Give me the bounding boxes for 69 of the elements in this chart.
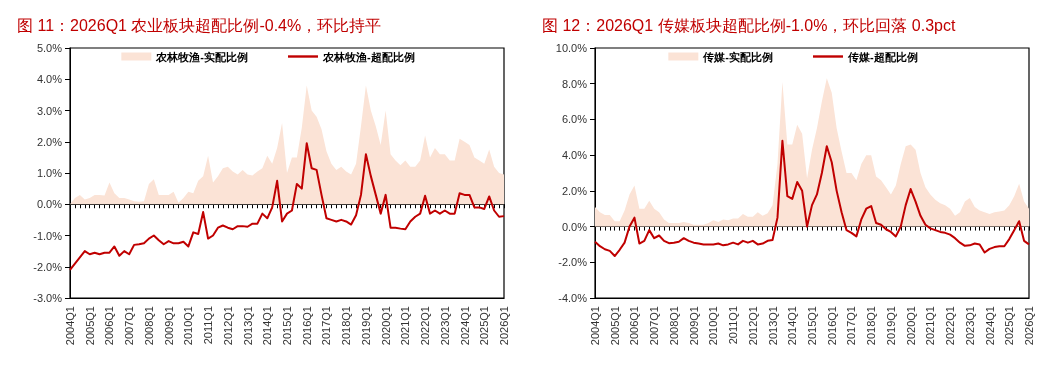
x-tick-label: 2013Q1 xyxy=(766,306,779,346)
legend-label: 农林牧渔-实配比例 xyxy=(155,50,249,63)
y-tick-label: -2.0% xyxy=(33,260,63,273)
x-tick-label: 2006Q1 xyxy=(103,306,116,346)
x-tick-label: 2007Q1 xyxy=(123,306,136,346)
x-tick-label: 2005Q1 xyxy=(608,306,621,346)
x-tick-label: 2018Q1 xyxy=(340,306,353,346)
y-tick-label: -4.0% xyxy=(558,292,588,304)
y-tick-label: -3.0% xyxy=(33,292,63,304)
y-tick-label: 1.0% xyxy=(36,167,63,179)
y-tick-label: 8.0% xyxy=(561,77,588,90)
x-tick-label: 2025Q1 xyxy=(1003,306,1016,346)
x-tick-label: 2016Q1 xyxy=(300,306,313,346)
x-tick-label: 2010Q1 xyxy=(182,306,195,346)
x-tick-label: 2024Q1 xyxy=(458,306,471,346)
y-tick-label: 0.0% xyxy=(36,198,63,211)
x-tick-label: 2015Q1 xyxy=(281,306,293,346)
x-tick-label: 2011Q1 xyxy=(202,306,215,345)
y-tick-label: 2.0% xyxy=(561,184,588,197)
x-tick-label: 2004Q1 xyxy=(64,306,76,346)
x-tick-label: 2021Q1 xyxy=(924,306,937,346)
x-tick-label: 2008Q1 xyxy=(142,306,155,346)
y-tick-label: -2.0% xyxy=(558,256,588,269)
x-tick-label: 2006Q1 xyxy=(628,306,641,346)
x-tick-label: 2007Q1 xyxy=(648,306,661,346)
x-tick-label: 2022Q1 xyxy=(944,306,957,346)
x-tick-label: 2009Q1 xyxy=(687,306,700,346)
x-tick-label: 2008Q1 xyxy=(667,306,680,346)
x-tick-label: 2018Q1 xyxy=(865,306,878,346)
x-tick-label: 2023Q1 xyxy=(963,306,976,346)
x-tick-label: 2026Q1 xyxy=(498,306,510,346)
x-tick-label: 2004Q1 xyxy=(589,306,601,346)
y-tick-label: 0.0% xyxy=(561,220,588,233)
x-tick-label: 2005Q1 xyxy=(83,306,96,346)
x-tick-label: 2013Q1 xyxy=(241,306,254,346)
y-tick-label: 10.0% xyxy=(555,42,588,54)
x-tick-label: 2019Q1 xyxy=(359,306,372,346)
y-tick-label: 4.0% xyxy=(561,149,588,162)
chart-title: 图 12：2026Q1 传媒板块超配比例-1.0%，环比回落 0.3pct xyxy=(542,16,957,34)
legend-label: 农林牧渔-超配比例 xyxy=(322,50,415,63)
x-tick-label: 2012Q1 xyxy=(746,306,759,346)
y-tick-label: 5.0% xyxy=(36,42,63,54)
x-tick-label: 2025Q1 xyxy=(478,306,491,346)
y-tick-label: 2.0% xyxy=(36,135,63,148)
x-tick-label: 2020Q1 xyxy=(904,306,917,346)
x-tick-label: 2019Q1 xyxy=(884,306,897,346)
x-tick-label: 2010Q1 xyxy=(707,306,720,346)
x-tick-label: 2026Q1 xyxy=(1023,306,1035,346)
x-tick-label: 2017Q1 xyxy=(845,306,858,346)
x-tick-label: 2017Q1 xyxy=(320,306,333,346)
y-tick-label: 3.0% xyxy=(36,104,63,117)
x-tick-label: 2021Q1 xyxy=(399,306,412,346)
y-tick-label: 6.0% xyxy=(561,113,588,126)
x-tick-label: 2020Q1 xyxy=(379,306,392,346)
x-tick-label: 2023Q1 xyxy=(438,306,451,346)
x-tick-label: 2014Q1 xyxy=(261,306,274,346)
x-tick-label: 2014Q1 xyxy=(786,306,799,346)
x-tick-label: 2015Q1 xyxy=(806,306,818,346)
y-tick-label: -1.0% xyxy=(33,229,63,242)
legend-label: 传媒-实配比例 xyxy=(702,50,774,63)
x-tick-label: 2024Q1 xyxy=(983,306,996,346)
chart-title: 图 11：2026Q1 农业板块超配比例-0.4%，环比持平 xyxy=(17,16,382,34)
legend-label: 传媒-超配比例 xyxy=(847,50,918,63)
x-tick-label: 2016Q1 xyxy=(825,306,838,346)
x-tick-label: 2022Q1 xyxy=(419,306,432,346)
x-tick-label: 2009Q1 xyxy=(162,306,175,346)
x-tick-label: 2012Q1 xyxy=(221,306,234,346)
y-tick-label: 4.0% xyxy=(36,73,63,86)
x-tick-label: 2011Q1 xyxy=(727,306,740,345)
